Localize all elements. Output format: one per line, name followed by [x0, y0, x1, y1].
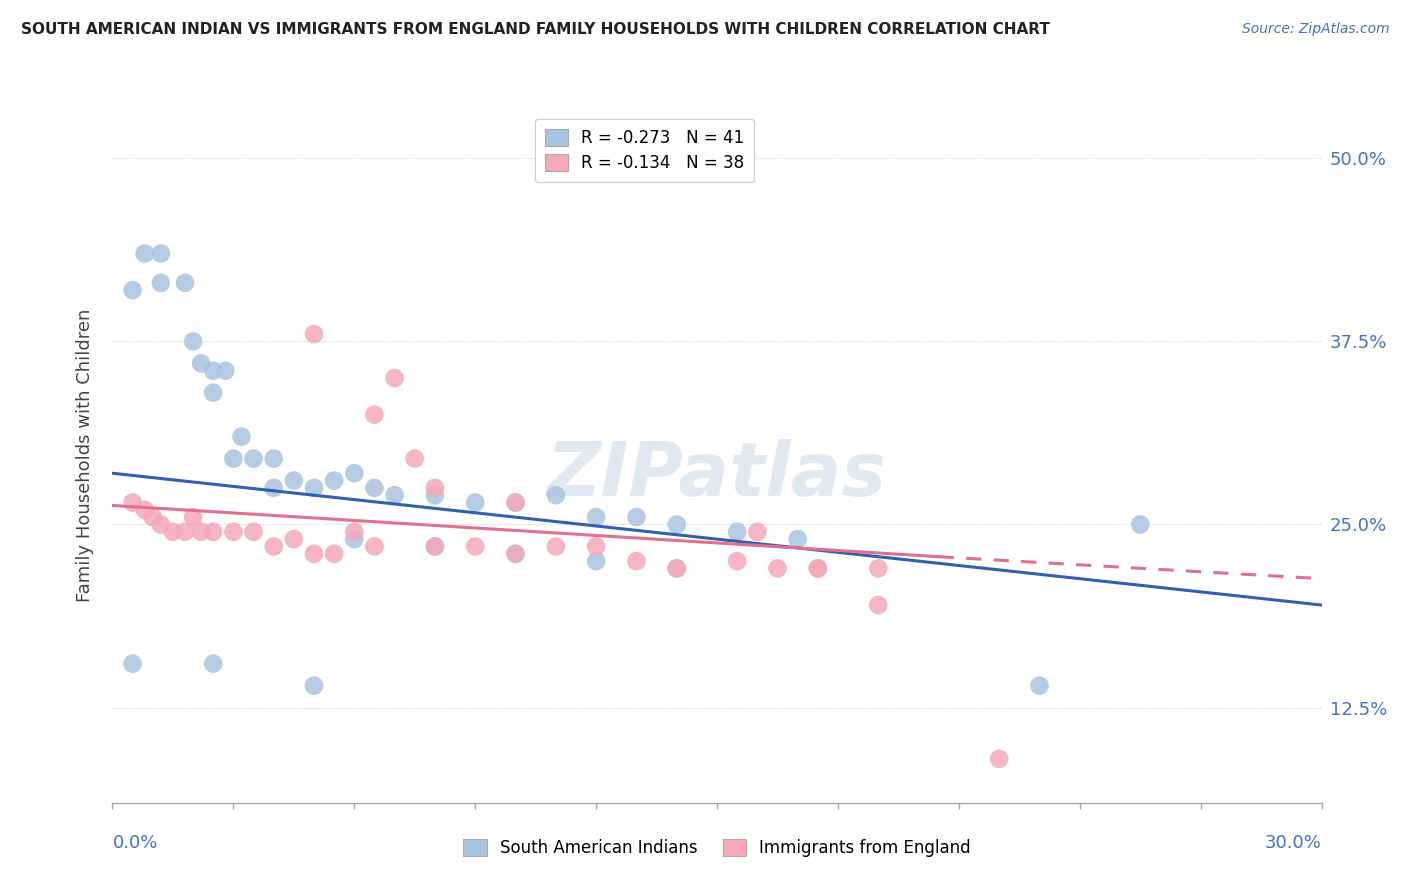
Text: ZIPatlas: ZIPatlas: [547, 439, 887, 512]
Text: Source: ZipAtlas.com: Source: ZipAtlas.com: [1241, 22, 1389, 37]
Point: [190, 356, 212, 370]
Point: [283, 532, 305, 546]
Point: [807, 561, 830, 575]
Point: [343, 467, 366, 481]
Legend: South American Indians, Immigrants from England: South American Indians, Immigrants from …: [457, 832, 977, 864]
Point: [544, 144, 567, 158]
Point: [626, 510, 648, 524]
Point: [1129, 517, 1152, 532]
Point: [423, 481, 446, 495]
Point: [174, 276, 197, 290]
Point: [121, 495, 143, 509]
Y-axis label: Family Households with Children: Family Households with Children: [76, 309, 94, 601]
Point: [121, 657, 143, 671]
Point: [222, 524, 245, 539]
Point: [283, 474, 305, 488]
Point: [302, 327, 325, 342]
Text: SOUTH AMERICAN INDIAN VS IMMIGRANTS FROM ENGLAND FAMILY HOUSEHOLDS WITH CHILDREN: SOUTH AMERICAN INDIAN VS IMMIGRANTS FROM…: [21, 22, 1050, 37]
Point: [464, 540, 486, 554]
Text: 30.0%: 30.0%: [1265, 834, 1322, 852]
Point: [202, 657, 225, 671]
Point: [149, 246, 172, 260]
Point: [162, 524, 184, 539]
Point: [302, 679, 325, 693]
Point: [665, 561, 688, 575]
Point: [585, 540, 607, 554]
Point: [747, 524, 769, 539]
Point: [363, 408, 385, 422]
Point: [585, 554, 607, 568]
Point: [263, 540, 285, 554]
Point: [423, 540, 446, 554]
Point: [343, 532, 366, 546]
Point: [142, 510, 165, 524]
Point: [766, 561, 789, 575]
Point: [302, 481, 325, 495]
Point: [626, 554, 648, 568]
Point: [363, 540, 385, 554]
Point: [464, 495, 486, 509]
Point: [323, 474, 346, 488]
Point: [544, 540, 567, 554]
Point: [505, 495, 527, 509]
Point: [665, 517, 688, 532]
Point: [544, 488, 567, 502]
Point: [363, 481, 385, 495]
Point: [423, 488, 446, 502]
Point: [988, 752, 1011, 766]
Point: [202, 524, 225, 539]
Point: [665, 561, 688, 575]
Point: [214, 364, 236, 378]
Point: [384, 371, 406, 385]
Point: [149, 517, 172, 532]
Point: [868, 598, 890, 612]
Point: [323, 547, 346, 561]
Point: [181, 334, 204, 349]
Point: [1028, 679, 1050, 693]
Point: [343, 524, 366, 539]
Point: [231, 429, 253, 443]
Point: [174, 524, 197, 539]
Point: [263, 481, 285, 495]
Point: [423, 540, 446, 554]
Point: [384, 488, 406, 502]
Point: [725, 524, 748, 539]
Text: 0.0%: 0.0%: [112, 834, 157, 852]
Point: [134, 503, 156, 517]
Point: [302, 547, 325, 561]
Point: [725, 554, 748, 568]
Point: [807, 561, 830, 575]
Point: [242, 524, 264, 539]
Point: [149, 276, 172, 290]
Point: [202, 364, 225, 378]
Point: [121, 283, 143, 297]
Point: [868, 561, 890, 575]
Point: [505, 547, 527, 561]
Point: [404, 451, 426, 466]
Point: [222, 451, 245, 466]
Point: [585, 510, 607, 524]
Point: [242, 451, 264, 466]
Point: [505, 547, 527, 561]
Point: [181, 510, 204, 524]
Point: [202, 385, 225, 400]
Point: [505, 495, 527, 509]
Point: [134, 246, 156, 260]
Point: [263, 451, 285, 466]
Point: [190, 524, 212, 539]
Point: [786, 532, 808, 546]
